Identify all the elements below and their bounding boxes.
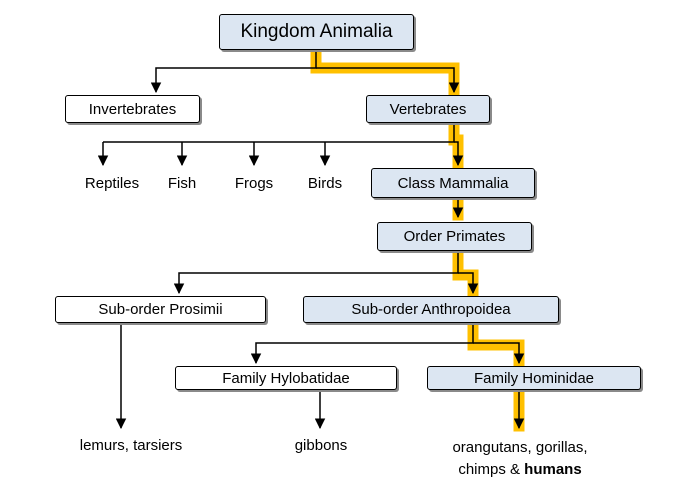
suborder-prosimii-node: Sub-order Prosimii [55, 296, 266, 323]
kingdom-animalia-node: Kingdom Animalia [219, 14, 414, 50]
connector-to-mammalia [452, 141, 464, 167]
family-hylobatidae-node: Family Hylobatidae [175, 366, 397, 390]
vertebrates-node: Vertebrates [366, 95, 490, 123]
connector-to-vertebrates [316, 67, 460, 94]
connector-kingdom-branch [150, 50, 317, 94]
great-apes-line-2-prefix: chimps & [458, 461, 525, 478]
humans-emphasis: humans [524, 461, 582, 478]
connector-to-hominidae [473, 342, 525, 365]
order-primates-node: Order Primates [377, 222, 532, 251]
invertebrates-node: Invertebrates [65, 95, 200, 123]
gibbons-label: gibbons [294, 437, 348, 454]
lemurs-tarsiers-label: lemurs, tarsiers [79, 437, 183, 454]
connector-anthropoidea-branch [250, 323, 474, 365]
connector-primates-branch [173, 251, 459, 295]
suborder-anthropoidea-node: Sub-order Anthropoidea [303, 296, 559, 323]
birds-label: Birds [307, 175, 343, 192]
frogs-label: Frogs [234, 175, 274, 192]
great-apes-label: orangutans, gorillas, chimps & humans [422, 437, 618, 479]
great-apes-line-1: orangutans, gorillas, [452, 439, 588, 456]
family-hominidae-node: Family Hominidae [427, 366, 641, 390]
fish-label: Fish [167, 175, 197, 192]
connector-to-anthropoidea [458, 272, 479, 295]
class-mammalia-node: Class Mammalia [371, 168, 535, 198]
connector-vertebrates-stem [103, 122, 455, 143]
great-apes-line-2: chimps & humans [422, 459, 618, 479]
reptiles-label: Reptiles [84, 175, 140, 192]
